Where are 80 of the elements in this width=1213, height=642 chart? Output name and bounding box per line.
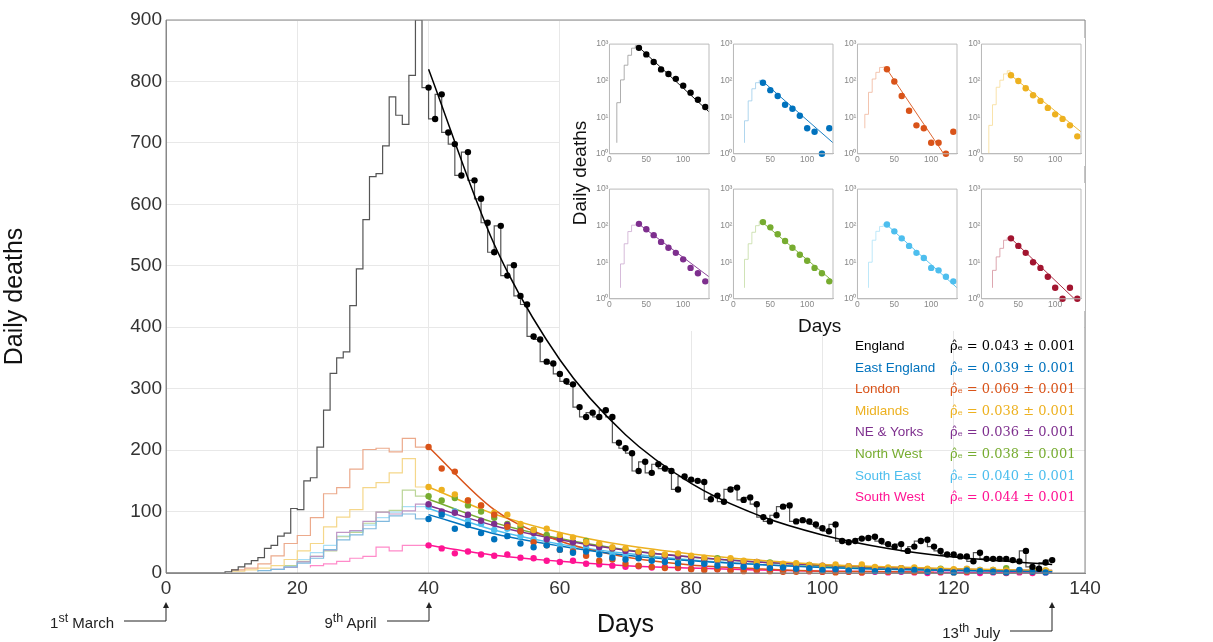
y-axis-title: Daily deaths [569, 119, 591, 228]
y-tick-label: 10³ [720, 38, 733, 49]
x-tick-label: 140 [1069, 576, 1101, 598]
annotation: ρ̂ₑ = 0.069 ± 0.001 [950, 381, 1076, 397]
text: 13$^{th}$ July [942, 621, 1001, 641]
x-tick-label: 20 [286, 576, 308, 598]
annotation: ρ̂ₑ = 0.039 ± 0.001 [950, 359, 1076, 375]
y-tick-label: 10² [720, 75, 733, 86]
y-tick-label: 10¹ [968, 256, 981, 267]
x-tick-label: 100 [800, 299, 815, 310]
y-tick-label: 700 [130, 131, 162, 153]
y-tick-label: 10¹ [844, 111, 857, 122]
y-tick-label: 10¹ [720, 111, 733, 122]
x-axis-title: Days [597, 608, 654, 637]
y-tick-label: 300 [130, 376, 162, 398]
x-tick-label: 100 [1048, 299, 1063, 310]
y-tick-label: 0 [151, 561, 162, 583]
y-tick-label: 10³ [844, 38, 857, 49]
y-tick-label: 400 [130, 315, 162, 337]
x-tick-label: 50 [641, 154, 652, 165]
annotation: ρ̂ₑ = 0.036 ± 0.001 [950, 424, 1076, 440]
y-tick-label: 10³ [968, 183, 981, 194]
x-tick-label: 100 [800, 154, 815, 165]
x-tick-label: 50 [889, 299, 900, 310]
y-tick-label: 800 [130, 69, 162, 91]
y-tick-label: 10³ [968, 38, 981, 49]
y-tick-label: 10³ [720, 183, 733, 194]
y-tick-label: 10¹ [720, 256, 733, 267]
text: 1$^{st}$ March [50, 611, 114, 631]
x-tick-label: 120 [937, 576, 970, 598]
x-tick-label: 40 [418, 576, 440, 598]
x-tick-label: 60 [549, 576, 571, 598]
x-axis-title: Days [798, 315, 842, 337]
text: South East [855, 467, 922, 483]
text: North West [855, 446, 923, 461]
y-tick-label: 10¹ [968, 111, 981, 122]
text: England [855, 338, 905, 353]
y-tick-label: 500 [130, 254, 162, 276]
y-tick-label: 10² [968, 75, 981, 86]
y-tick-label: 10¹ [596, 111, 609, 122]
text: East England [855, 359, 936, 375]
y-tick-label: 900 [130, 8, 162, 30]
y-tick-label: 10² [844, 75, 857, 86]
y-tick-label: 10² [844, 220, 857, 231]
y-tick-label: 10³ [596, 183, 609, 194]
text: Midlands [855, 402, 910, 418]
x-tick-label: 80 [680, 576, 702, 598]
y-tick-label: 100 [130, 499, 162, 521]
text: 9$^{th}$ April [324, 611, 377, 631]
text: London [855, 381, 901, 397]
x-tick-label: 100 [1048, 154, 1063, 165]
x-tick-label: 100 [676, 299, 691, 310]
y-tick-label: 10² [720, 220, 733, 231]
y-tick-label: 10² [596, 220, 609, 231]
x-tick-label: 50 [765, 154, 776, 165]
x-tick-label: 100 [676, 154, 691, 165]
annotation: ρ̂ₑ = 0.040 ± 0.001 [950, 467, 1076, 483]
y-tick-label: 10¹ [596, 256, 609, 267]
y-tick-label: 10² [968, 220, 981, 231]
x-tick-label: 50 [641, 299, 652, 310]
y-tick-label: 10¹ [844, 256, 857, 267]
x-tick-label: 50 [1013, 154, 1024, 165]
annotation: ρ̂ₑ = 0.038 ± 0.001 [950, 446, 1076, 461]
annotation: ρ̂ₑ = 0.044 ± 0.001 [950, 489, 1076, 505]
x-tick-label: 50 [1013, 299, 1024, 310]
x-tick-label: 50 [765, 299, 776, 310]
y-tick-label: 600 [130, 192, 162, 214]
y-tick-label: 200 [130, 438, 162, 460]
y-tick-label: 10² [596, 75, 609, 86]
annotation: ρ̂ₑ = 0.038 ± 0.001 [950, 402, 1076, 418]
text: NE & Yorks [855, 424, 924, 440]
y-tick-label: 10³ [596, 38, 609, 49]
x-tick-label: 100 [806, 576, 839, 598]
x-tick-label: 50 [889, 154, 900, 165]
text: South West [855, 489, 925, 505]
y-tick-label: 10³ [844, 183, 857, 194]
x-tick-label: 100 [924, 299, 939, 310]
annotation: ρ̂ₑ = 0.043 ± 0.001 [950, 338, 1076, 353]
y-axis-title: Daily deaths [0, 227, 27, 366]
x-tick-label: 100 [924, 154, 939, 165]
